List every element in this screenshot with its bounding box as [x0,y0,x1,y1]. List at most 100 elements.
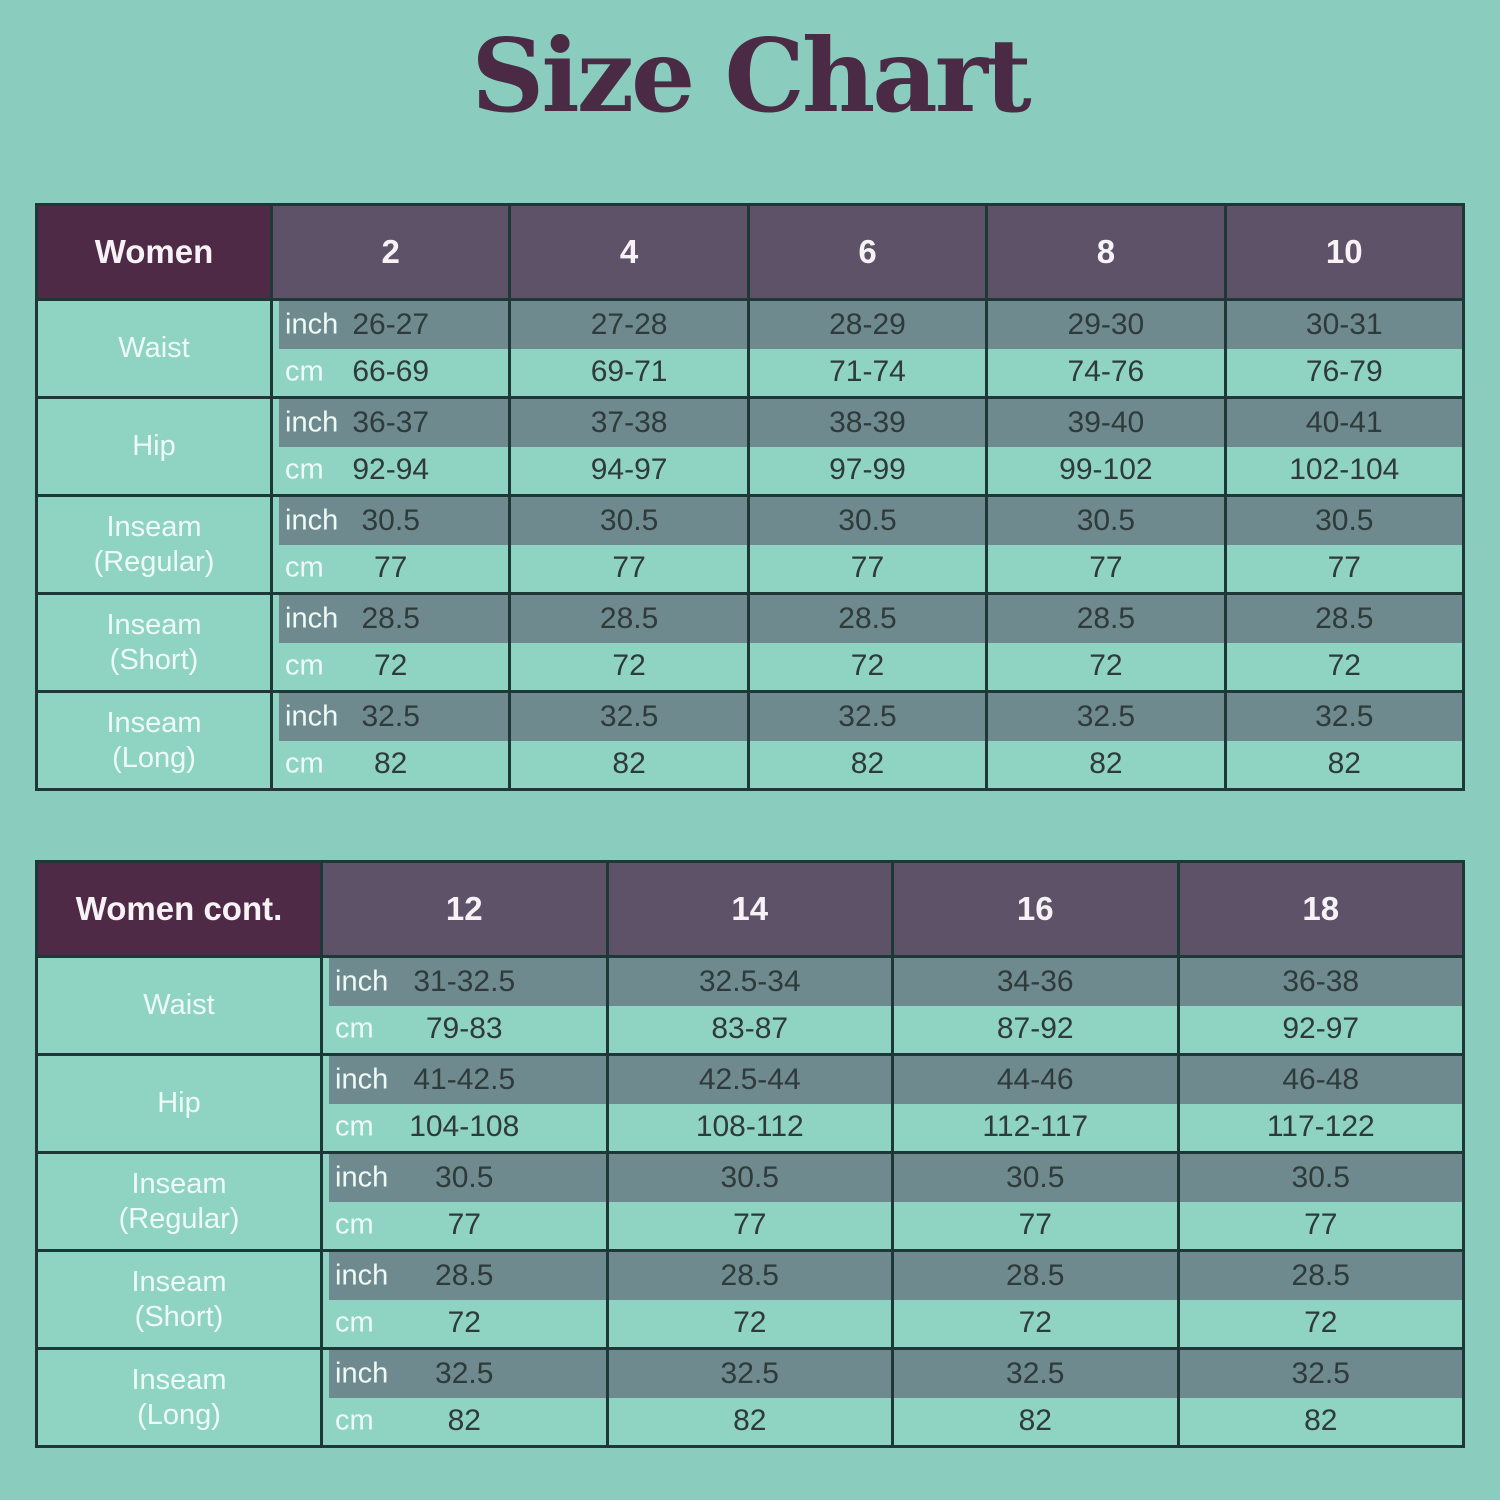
measurement-value-cm: 97-99 [829,453,906,487]
size-value-cell: 32.5 82 [1226,693,1462,788]
size-value-cell: 28.5 72 [749,595,986,690]
unit-label-cm: cm [285,355,324,388]
measurement-value-cm: 99-102 [1059,453,1153,487]
measurement-value-inch: 31-32.5 [413,964,516,998]
measurement-value-inch: 30.5 [435,1160,494,1194]
size-value-cell: 32.5 82 [749,693,986,788]
inch-value-cell: 28.5 [1179,1252,1462,1300]
unit-label-inch: inch [335,965,389,998]
measurement-value-cm: 72 [447,1306,481,1340]
cm-value-cell: cm 104-108 [323,1103,606,1151]
measurement-value-inch: 28.5 [435,1258,494,1292]
cm-value-cell: 77 [511,544,747,592]
measurement-value-inch: 32.5 [1315,699,1374,733]
cm-value-cell: 72 [1226,642,1462,690]
measurement-value-cm: 92-94 [352,453,430,487]
measurement-value-cm: 77 [447,1208,481,1242]
women-size-table: Women 2 4 6 8 10 Waist inch 26-27 cm 66-69 27-28 69-… [35,203,1465,791]
size-column-header: 8 [988,206,1224,298]
cm-value-cell: 94-97 [511,446,747,494]
inch-value-cell: 36-38 [1179,958,1462,1006]
measurement-value-cm: 82 [374,747,408,781]
size-value-cell: inch 32.5 cm 82 [323,1350,606,1445]
size-value-cell: 30.5 77 [1226,497,1462,592]
measurement-value-cm: 72 [1089,649,1123,683]
size-value-cell: inch 36-37 cm 92-94 [273,399,509,494]
measurement-value-inch: 40-41 [1305,405,1383,439]
size-value-cell: 30.5 77 [1179,1154,1462,1249]
inch-value-cell: 39-40 [988,399,1224,447]
inch-value-cell: inch 30.5 [323,1154,606,1202]
measurement-value-inch: 28.5 [1315,601,1374,635]
measurement-value-cm: 87-92 [996,1012,1074,1046]
measurement-value-inch: 27-28 [590,307,668,341]
measurement-value-cm: 82 [1089,747,1123,781]
unit-label-cm: cm [335,1306,374,1339]
size-value-cell: inch 28.5 cm 72 [273,595,509,690]
inch-value-cell: 28.5 [894,1252,1177,1300]
size-value-cell: 38-39 97-99 [749,399,986,494]
women-cont-size-table: Women cont. 12 14 16 18 Waist inch 31-32.5 cm 79-… [35,860,1465,1448]
measurement-row-label-line: Inseam [131,1168,227,1201]
cm-value-cell: cm 92-94 [273,446,509,494]
inch-value-cell: 30.5 [1179,1154,1462,1202]
inch-value-cell: 44-46 [894,1056,1177,1104]
cm-value-cell: 77 [1226,544,1462,592]
cm-value-cell: 77 [608,1201,891,1249]
unit-label-inch: inch [335,1259,389,1292]
unit-label-cm: cm [335,1012,374,1045]
size-value-cell: 30.5 77 [749,497,986,592]
unit-label-inch: inch [285,602,339,635]
size-value-cell: 30.5 77 [511,497,747,592]
measurement-value-inch: 46-48 [1282,1062,1360,1096]
unit-label-cm: cm [335,1208,374,1241]
size-column-header: 16 [894,863,1177,955]
cm-value-cell: 69-71 [511,348,747,396]
cm-value-cell: 82 [511,740,747,788]
size-value-cell: 46-48 117-122 [1179,1056,1462,1151]
inch-value-cell: inch 28.5 [323,1252,606,1300]
size-value-cell: 42.5-44 108-112 [608,1056,891,1151]
cm-value-cell: 76-79 [1226,348,1462,396]
measurement-value-inch: 30.5 [720,1160,779,1194]
measurement-row-label-line: (Long) [112,741,196,774]
measurement-value-inch: 29-30 [1067,307,1145,341]
measurement-value-cm: 77 [612,551,646,585]
size-value-cell: 30.5 77 [894,1154,1177,1249]
inch-value-cell: inch 32.5 [323,1350,606,1398]
inch-value-cell: 42.5-44 [608,1056,891,1104]
measurement-value-inch: 32.5-34 [698,964,801,998]
size-value-cell: 28.5 72 [1179,1252,1462,1347]
measurement-value-cm: 72 [612,649,646,683]
inch-value-cell: 28-29 [749,301,986,349]
measurement-value-inch: 36-38 [1282,964,1360,998]
cm-value-cell: 77 [988,544,1224,592]
size-value-cell: 28.5 72 [511,595,747,690]
unit-label-cm: cm [335,1404,374,1437]
inch-value-cell: 30.5 [988,497,1224,545]
measurement-value-cm: 69-71 [590,355,668,389]
measurement-row-label: Inseam (Long) [38,693,270,788]
inch-value-cell: 32.5 [749,693,986,741]
measurement-value-inch: 32.5 [838,699,897,733]
cm-value-cell: cm 79-83 [323,1005,606,1053]
inch-value-cell: 32.5 [608,1350,891,1398]
size-value-cell: 28.5 72 [988,595,1224,690]
size-value-cell: 32.5 82 [1179,1350,1462,1445]
cm-value-cell: 82 [1226,740,1462,788]
measurement-value-cm: 77 [1089,551,1123,585]
size-column-header: 4 [511,206,747,298]
measurement-value-cm: 77 [374,551,408,585]
measurement-row-label-line: (Long) [137,1398,221,1431]
measurement-value-inch: 30.5 [361,503,420,537]
size-value-cell: inch 28.5 cm 72 [323,1252,606,1347]
unit-label-inch: inch [335,1161,389,1194]
measurement-value-cm: 72 [374,649,408,683]
size-value-cell: 29-30 74-76 [988,301,1224,396]
inch-value-cell: 32.5 [1179,1350,1462,1398]
cm-value-cell: 97-99 [749,446,986,494]
measurement-value-inch: 39-40 [1067,405,1145,439]
cm-value-cell: 82 [1179,1397,1462,1445]
measurement-value-cm: 117-122 [1266,1110,1375,1144]
measurement-value-inch: 44-46 [996,1062,1074,1096]
